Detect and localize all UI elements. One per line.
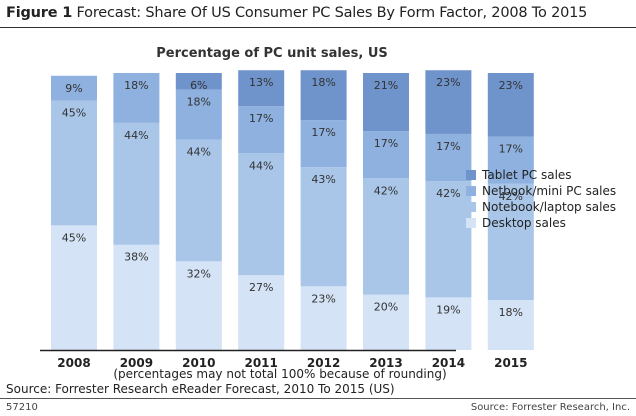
data-label-tablet-pc-sales-2013: 21% bbox=[374, 79, 398, 92]
data-label-netbook-mini-pc-sales-2010: 18% bbox=[187, 96, 211, 109]
bar-notebook-laptop-sales-2008 bbox=[51, 100, 97, 226]
bar-desktop-sales-2015 bbox=[487, 300, 534, 350]
figure-title-text: Forecast: Share Of US Consumer PC Sales … bbox=[76, 5, 588, 21]
x-tick-label-2008: 2008 bbox=[57, 356, 90, 370]
legend-swatch-netbook-mini-pc-sales bbox=[466, 186, 476, 196]
bar-tablet-pc-sales-2012 bbox=[300, 70, 347, 121]
bar-notebook-laptop-sales-2014 bbox=[425, 181, 472, 298]
data-label-netbook-mini-pc-sales-2015: 17% bbox=[499, 143, 523, 156]
x-tick-label-2014: 2014 bbox=[432, 356, 465, 370]
bar-desktop-sales-2013 bbox=[363, 294, 409, 350]
data-label-tablet-pc-sales-2011: 13% bbox=[249, 76, 273, 89]
data-label-notebook-laptop-sales-2015: 42% bbox=[499, 190, 523, 203]
bar-netbook-mini-pc-sales-2011 bbox=[238, 106, 285, 154]
document-id: 57210 bbox=[6, 402, 38, 413]
x-tick-label-2011: 2011 bbox=[244, 356, 277, 370]
legend-label-desktop-sales: Desktop sales bbox=[482, 216, 566, 230]
data-label-notebook-laptop-sales-2014: 42% bbox=[436, 187, 460, 200]
data-label-tablet-pc-sales-2015: 23% bbox=[499, 79, 523, 92]
data-label-desktop-sales-2014: 19% bbox=[436, 303, 460, 316]
data-label-desktop-sales-2015: 18% bbox=[499, 306, 523, 319]
bar-netbook-mini-pc-sales-2010 bbox=[175, 89, 222, 140]
chart-title: Percentage of PC unit sales, US bbox=[156, 46, 388, 61]
bar-netbook-mini-pc-sales-2015 bbox=[487, 136, 534, 184]
top-rule bbox=[0, 27, 636, 28]
bar-notebook-laptop-sales-2009 bbox=[113, 122, 160, 245]
bar-netbook-mini-pc-sales-2008 bbox=[51, 75, 97, 101]
data-label-desktop-sales-2009: 38% bbox=[124, 251, 148, 264]
bar-tablet-pc-sales-2011 bbox=[238, 70, 285, 107]
bar-tablet-pc-sales-2014 bbox=[425, 70, 472, 134]
legend-swatch-desktop-sales bbox=[466, 218, 476, 228]
bar-desktop-sales-2011 bbox=[238, 275, 285, 350]
data-label-notebook-laptop-sales-2008: 45% bbox=[62, 107, 86, 120]
data-label-netbook-mini-pc-sales-2012: 17% bbox=[311, 126, 335, 139]
data-label-desktop-sales-2013: 20% bbox=[374, 301, 398, 314]
data-label-desktop-sales-2011: 27% bbox=[249, 281, 273, 294]
data-label-notebook-laptop-sales-2011: 44% bbox=[249, 159, 273, 172]
figure-number: Figure 1 bbox=[6, 5, 73, 21]
x-tick-label-2010: 2010 bbox=[182, 356, 215, 370]
data-label-desktop-sales-2008: 45% bbox=[62, 231, 86, 244]
rounding-footnote: (percentages may not total 100% because … bbox=[113, 367, 447, 381]
bar-netbook-mini-pc-sales-2012 bbox=[300, 120, 347, 168]
legend-label-notebook-laptop-sales: Notebook/laptop sales bbox=[482, 200, 616, 214]
legend-swatch-tablet-pc-sales bbox=[466, 170, 476, 180]
data-label-tablet-pc-sales-2010: 6% bbox=[190, 79, 207, 92]
bottom-rule bbox=[0, 398, 636, 399]
x-tick-label-2013: 2013 bbox=[369, 356, 402, 370]
bar-notebook-laptop-sales-2010 bbox=[175, 139, 222, 262]
bar-desktop-sales-2012 bbox=[300, 286, 347, 350]
bar-netbook-mini-pc-sales-2009 bbox=[113, 73, 160, 123]
x-tick-label-2012: 2012 bbox=[307, 356, 340, 370]
data-label-netbook-mini-pc-sales-2011: 17% bbox=[249, 112, 273, 125]
source-note: Source: Forrester Research eReader Forec… bbox=[6, 382, 395, 396]
data-label-netbook-mini-pc-sales-2014: 17% bbox=[436, 140, 460, 153]
data-label-netbook-mini-pc-sales-2009: 18% bbox=[124, 79, 148, 92]
credit-line: Source: Forrester Research, Inc. bbox=[470, 402, 630, 413]
data-label-notebook-laptop-sales-2013: 42% bbox=[374, 184, 398, 197]
bar-tablet-pc-sales-2015 bbox=[487, 73, 534, 137]
data-label-desktop-sales-2012: 23% bbox=[311, 292, 335, 305]
bar-netbook-mini-pc-sales-2013 bbox=[363, 131, 409, 179]
bar-netbook-mini-pc-sales-2014 bbox=[425, 133, 472, 182]
figure-title: Figure 1 Forecast: Share Of US Consumer … bbox=[6, 5, 587, 21]
legend-label-netbook-mini-pc-sales: Netbook/mini PC sales bbox=[482, 184, 616, 198]
legend-label-tablet-pc-sales: Tablet PC sales bbox=[481, 168, 572, 182]
data-label-notebook-laptop-sales-2010: 44% bbox=[187, 145, 211, 158]
data-label-notebook-laptop-sales-2012: 43% bbox=[311, 173, 335, 186]
legend-swatch-notebook-laptop-sales bbox=[466, 202, 476, 212]
x-tick-label-2015: 2015 bbox=[494, 356, 527, 370]
data-label-tablet-pc-sales-2012: 18% bbox=[311, 76, 335, 89]
bar-tablet-pc-sales-2013 bbox=[363, 73, 409, 132]
bar-desktop-sales-2008 bbox=[51, 225, 97, 350]
data-label-tablet-pc-sales-2014: 23% bbox=[436, 76, 460, 89]
bar-notebook-laptop-sales-2013 bbox=[363, 178, 409, 295]
bar-desktop-sales-2009 bbox=[113, 244, 160, 350]
data-label-netbook-mini-pc-sales-2013: 17% bbox=[374, 137, 398, 150]
data-label-desktop-sales-2010: 32% bbox=[187, 267, 211, 280]
bar-desktop-sales-2014 bbox=[425, 297, 472, 350]
bar-desktop-sales-2010 bbox=[175, 261, 222, 350]
data-label-notebook-laptop-sales-2009: 44% bbox=[124, 129, 148, 142]
x-tick-label-2009: 2009 bbox=[120, 356, 153, 370]
bar-notebook-laptop-sales-2015 bbox=[487, 183, 534, 301]
bar-notebook-laptop-sales-2011 bbox=[238, 153, 285, 276]
bar-notebook-laptop-sales-2012 bbox=[300, 167, 347, 287]
bar-tablet-pc-sales-2010 bbox=[175, 73, 222, 90]
data-label-netbook-mini-pc-sales-2008: 9% bbox=[65, 82, 82, 95]
